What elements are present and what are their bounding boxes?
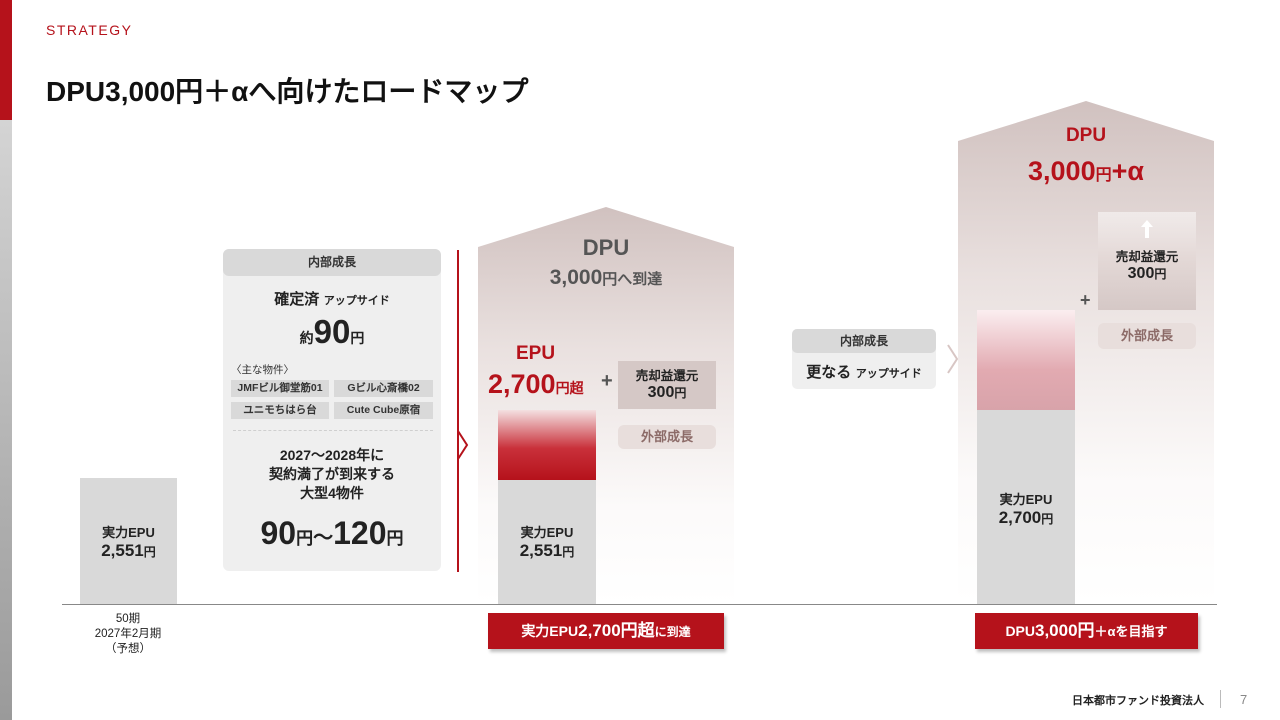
stage2-gain-label: 売却益還元 xyxy=(635,369,699,383)
property-chip: Gビル心斎橋02 xyxy=(334,380,433,397)
stage3-base-value: 2,700 xyxy=(998,508,1042,527)
stage3-chevron-icon xyxy=(947,344,959,374)
approx-line: 約90円 xyxy=(223,313,441,351)
stage1-epu-unit: 円 xyxy=(143,545,156,559)
confirmed-label: 確定済 xyxy=(274,291,320,308)
stage2-epu-base-bar xyxy=(498,480,596,604)
stage3-more-sub: アップサイド xyxy=(855,368,922,380)
range-low: 90 xyxy=(260,515,297,551)
range-unit-2: 円 xyxy=(386,529,404,548)
stage2-epu-suffix: 円超 xyxy=(555,380,584,396)
stage3-base-unit: 円 xyxy=(1041,512,1054,526)
footer-separator xyxy=(1220,690,1221,708)
range-separator: ～ xyxy=(313,527,334,549)
stage3-more-label: 更なる xyxy=(806,364,852,381)
period-term: 50期 xyxy=(115,613,141,625)
approx-value: 90 xyxy=(313,313,351,350)
brace-chevron-icon xyxy=(457,430,469,460)
expiry-line: 大型4物件 xyxy=(300,485,364,501)
expiry-line: 2027～2028年に xyxy=(279,447,385,463)
period-forecast: （予想） xyxy=(105,643,151,655)
expiry-text: 2027～2028年に 契約満了が到来する 大型4物件 xyxy=(223,446,441,503)
stage3-base-label: 実力EPU xyxy=(999,492,1053,507)
stage3-dpu-value: 3,000 xyxy=(1028,156,1096,186)
confirmed-sub: アップサイド xyxy=(323,295,390,307)
property-chip: ユニモちはら台 xyxy=(231,402,329,419)
page-title: DPU3,000円＋αへ向けたロードマップ xyxy=(46,76,529,107)
stage3-gain-label: 売却益還元 xyxy=(1115,250,1179,264)
property-chip: JMFビル御堂筋01 xyxy=(231,380,329,397)
stage2-divider-line xyxy=(457,250,459,572)
stage3-dpu-alpha: +α xyxy=(1111,156,1144,186)
stage2-goal-pre: 実力EPU xyxy=(521,623,579,639)
approx-prefix: 約 xyxy=(299,330,314,346)
stage2-goal-value: 2,700円超 xyxy=(578,621,655,640)
stage2-epu-line: 2,700円超 xyxy=(488,369,584,400)
stage3-more-line: 更なる アップサイド xyxy=(792,361,936,382)
stage2-gain-unit: 円 xyxy=(674,386,687,400)
range-unit-1: 円 xyxy=(296,529,314,548)
stage1-epu-label: 実力EPU xyxy=(102,525,155,540)
stage3-dpu-line: 3,000円+α xyxy=(958,156,1214,187)
stage3-epu-increment-bar xyxy=(977,310,1075,410)
stage3-plus: + xyxy=(1080,290,1091,310)
stage2-dpu-line: 3,000円へ到達 xyxy=(478,266,734,290)
company-name: 日本都市ファンド投資法人 xyxy=(1072,695,1204,707)
stage2-gain-value-line: 300円 xyxy=(618,384,716,402)
internal-growth-header: 内部成長 xyxy=(223,249,441,276)
stage3-epu-base-bar xyxy=(977,410,1075,604)
baseline xyxy=(62,604,1217,605)
stage1-epu-bar xyxy=(80,478,177,604)
up-arrow-icon xyxy=(1141,220,1153,238)
stage3-gain-unit: 円 xyxy=(1154,267,1167,281)
stage3-goal-banner: DPU3,000円＋αを目指す xyxy=(975,613,1198,649)
stage2-base-value: 2,551 xyxy=(519,541,563,560)
stage2-external-growth-badge: 外部成長 xyxy=(618,425,716,449)
page-number: 7 xyxy=(1240,692,1248,707)
stage2-epu-increment-bar xyxy=(498,410,596,480)
stage2-base-text: 実力EPU 2,551円 xyxy=(498,522,596,561)
accent-bar-grey xyxy=(0,120,12,720)
stage1-epu-value-line: 2,551円 xyxy=(80,541,177,561)
confirmed-line: 確定済 アップサイド xyxy=(223,288,441,309)
stage1-epu-value: 2,551 xyxy=(101,541,144,560)
stage1-period: 50期 2027年2月期 （予想） xyxy=(68,612,188,657)
approx-unit: 円 xyxy=(350,330,365,346)
stage2-base-value-line: 2,551円 xyxy=(498,541,596,561)
stage3-goal-value: 3,000円 xyxy=(1035,621,1095,640)
stage3-dpu-label: DPU xyxy=(1065,125,1107,146)
stage2-epu-label: EPU xyxy=(516,343,556,364)
stage3-base-value-line: 2,700円 xyxy=(977,508,1075,528)
stage2-dpu-suffix: 円へ到達 xyxy=(602,271,663,288)
stage3-goal-post: ＋αを目指す xyxy=(1094,624,1168,639)
range-line: 90円～120円 xyxy=(223,515,441,552)
stage1-epu-text: 実力EPU 2,551円 xyxy=(80,522,177,561)
period-fiscal: 2027年2月期 xyxy=(94,628,162,640)
stage3-external-growth-badge: 外部成長 xyxy=(1098,323,1196,349)
range-high: 120 xyxy=(333,515,387,551)
stage2-goal-post: に到達 xyxy=(654,625,691,639)
stage3-base-text: 実力EPU 2,700円 xyxy=(977,489,1075,528)
stage2-gain-value: 300 xyxy=(647,384,675,401)
stage2-base-label: 実力EPU xyxy=(520,525,574,540)
stage2-plus: + xyxy=(601,370,613,392)
accent-bar-red xyxy=(0,0,12,120)
section-label: STRATEGY xyxy=(46,22,133,38)
stage2-gain-box: 売却益還元 300円 xyxy=(618,361,716,409)
stage2-dpu-value: 3,000 xyxy=(549,266,603,289)
stage3-internal-header: 内部成長 xyxy=(792,329,936,353)
panel-divider xyxy=(233,430,433,431)
stage3-gain-value-line: 300円 xyxy=(1098,265,1196,283)
stage2-dpu-label: DPU xyxy=(582,235,630,260)
stage2-goal-banner: 実力EPU2,700円超に到達 xyxy=(488,613,724,649)
expiry-line: 契約満了が到来する xyxy=(269,466,395,482)
stage3-goal-pre: DPU xyxy=(1005,623,1035,639)
property-chip: Cute Cube原宿 xyxy=(334,402,433,419)
properties-label: 〈主な物件〉 xyxy=(231,364,294,376)
stage2-base-unit: 円 xyxy=(562,545,575,559)
stage3-gain-text: 売却益還元 300円 xyxy=(1098,246,1196,283)
stage3-gain-value: 300 xyxy=(1127,265,1155,282)
stage2-epu-value: 2,700 xyxy=(488,369,556,399)
stage3-dpu-unit: 円 xyxy=(1095,167,1112,184)
